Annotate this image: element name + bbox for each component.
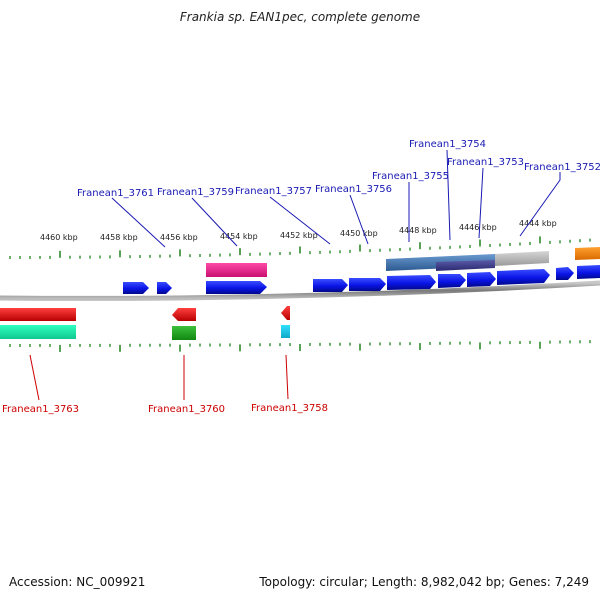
feature-block-green[interactable] bbox=[172, 326, 196, 340]
forward-genes bbox=[123, 265, 600, 294]
reverse-leader-lines bbox=[29, 354, 289, 401]
gene-arrow[interactable] bbox=[387, 275, 436, 290]
feature-block-orange[interactable] bbox=[575, 247, 600, 260]
gene-label-franean1-3752[interactable]: Franean1_3752 bbox=[524, 162, 600, 173]
gene-label-franean1-3755[interactable]: Franean1_3755 bbox=[372, 171, 449, 182]
gene-label-franean1-3756[interactable]: Franean1_3756 bbox=[315, 184, 392, 195]
genome-title: Frankia sp. EAN1pec, complete genome bbox=[179, 10, 421, 24]
scale-label: 4460 kbp bbox=[40, 233, 78, 242]
gene-arrow[interactable] bbox=[349, 278, 386, 291]
feature-block-pink[interactable] bbox=[206, 263, 267, 277]
scale-label: 4456 kbp bbox=[160, 233, 198, 242]
reverse-genes bbox=[0, 306, 290, 321]
lower-scale-ticks bbox=[9, 340, 591, 352]
genome-summary-text: Topology: circular; Length: 8,982,042 bp… bbox=[259, 575, 589, 589]
genome-backbone bbox=[0, 280, 600, 301]
reverse-gene-red[interactable] bbox=[0, 308, 76, 321]
gene-arrow[interactable] bbox=[467, 272, 496, 287]
gene-arrow[interactable] bbox=[577, 265, 600, 279]
forward-labels: Franean1_3761 Franean1_3759 Franean1_375… bbox=[77, 139, 600, 199]
reverse-gene-red-small[interactable] bbox=[172, 308, 196, 321]
gene-label-franean1-3758[interactable]: Franean1_3758 bbox=[251, 403, 328, 414]
scale-label: 4444 kbp bbox=[519, 219, 557, 228]
gene-arrow[interactable] bbox=[438, 274, 466, 288]
scale-label: 4446 kbp bbox=[459, 223, 497, 232]
gene-label-franean1-3763[interactable]: Franean1_3763 bbox=[2, 404, 79, 415]
gene-arrow[interactable] bbox=[497, 269, 550, 285]
gene-label-franean1-3757[interactable]: Franean1_3757 bbox=[235, 186, 312, 197]
gene-arrow[interactable] bbox=[556, 267, 574, 280]
gene-arrow[interactable] bbox=[123, 282, 149, 294]
scale-label: 4452 kbp bbox=[280, 231, 318, 240]
gene-label-franean1-3753[interactable]: Franean1_3753 bbox=[447, 157, 524, 168]
feature-block-navy[interactable] bbox=[436, 260, 495, 271]
gene-arrow[interactable] bbox=[206, 281, 267, 294]
forward-features bbox=[206, 247, 600, 277]
scale-label: 4454 kbp bbox=[220, 232, 258, 241]
upper-scale-ticks bbox=[9, 236, 591, 259]
scale-label: 4458 kbp bbox=[100, 233, 138, 242]
reverse-features bbox=[0, 325, 290, 340]
gene-label-franean1-3754[interactable]: Franean1_3754 bbox=[409, 139, 486, 150]
gene-arrow[interactable] bbox=[313, 279, 348, 292]
scale-label: 4450 kbp bbox=[340, 229, 378, 238]
gene-label-franean1-3759[interactable]: Franean1_3759 bbox=[157, 187, 234, 198]
reverse-labels: Franean1_3763 Franean1_3760 Franean1_375… bbox=[2, 403, 328, 415]
gene-label-franean1-3761[interactable]: Franean1_3761 bbox=[77, 188, 154, 199]
gene-arrow[interactable] bbox=[157, 282, 172, 294]
feature-block-teal[interactable] bbox=[0, 325, 76, 339]
accession-text: Accession: NC_009921 bbox=[9, 575, 146, 589]
feature-block-cyan[interactable] bbox=[281, 325, 290, 338]
forward-leader-lines bbox=[111, 149, 561, 248]
feature-block-gray[interactable] bbox=[495, 251, 549, 266]
scale-labels: 4460 kbp 4458 kbp 4456 kbp 4454 kbp 4452… bbox=[40, 219, 557, 242]
reverse-gene-red-tiny[interactable] bbox=[281, 306, 290, 320]
scale-label: 4448 kbp bbox=[399, 226, 437, 235]
gene-label-franean1-3760[interactable]: Franean1_3760 bbox=[148, 404, 225, 415]
